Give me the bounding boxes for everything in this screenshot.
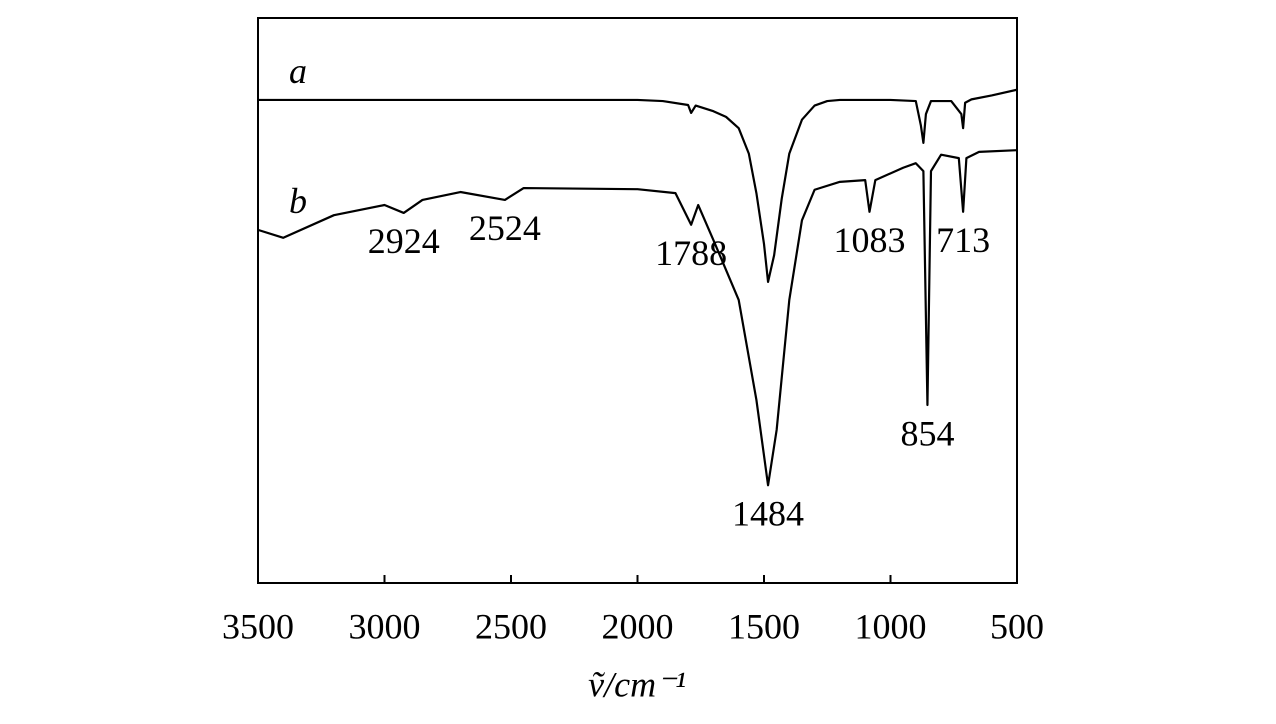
plot-frame: [257, 17, 1018, 584]
x-tick-label: 500: [990, 606, 1044, 646]
x-tick-label: 3000: [349, 606, 421, 646]
peak-label: 713: [936, 220, 990, 260]
peak-label: 1484: [732, 494, 804, 534]
x-tick-label: 1500: [728, 606, 800, 646]
peak-label: 854: [900, 413, 954, 453]
spectrum-line: [258, 88, 1018, 283]
series-label: b: [289, 181, 307, 221]
peak-label: 1083: [834, 220, 906, 260]
spectrum-line: [257, 149, 1018, 487]
peak-label: 2524: [469, 208, 541, 248]
x-tick-label: 1000: [855, 606, 927, 646]
x-tick-label: 2000: [602, 606, 674, 646]
peak-label: 2924: [368, 221, 440, 261]
x-tick-label: 3500: [222, 606, 294, 646]
x-axis-label: ṽ/cm⁻¹: [588, 664, 686, 704]
series-label: a: [289, 51, 307, 91]
peak-label: 1788: [655, 233, 727, 273]
x-tick-label: 2500: [475, 606, 547, 646]
